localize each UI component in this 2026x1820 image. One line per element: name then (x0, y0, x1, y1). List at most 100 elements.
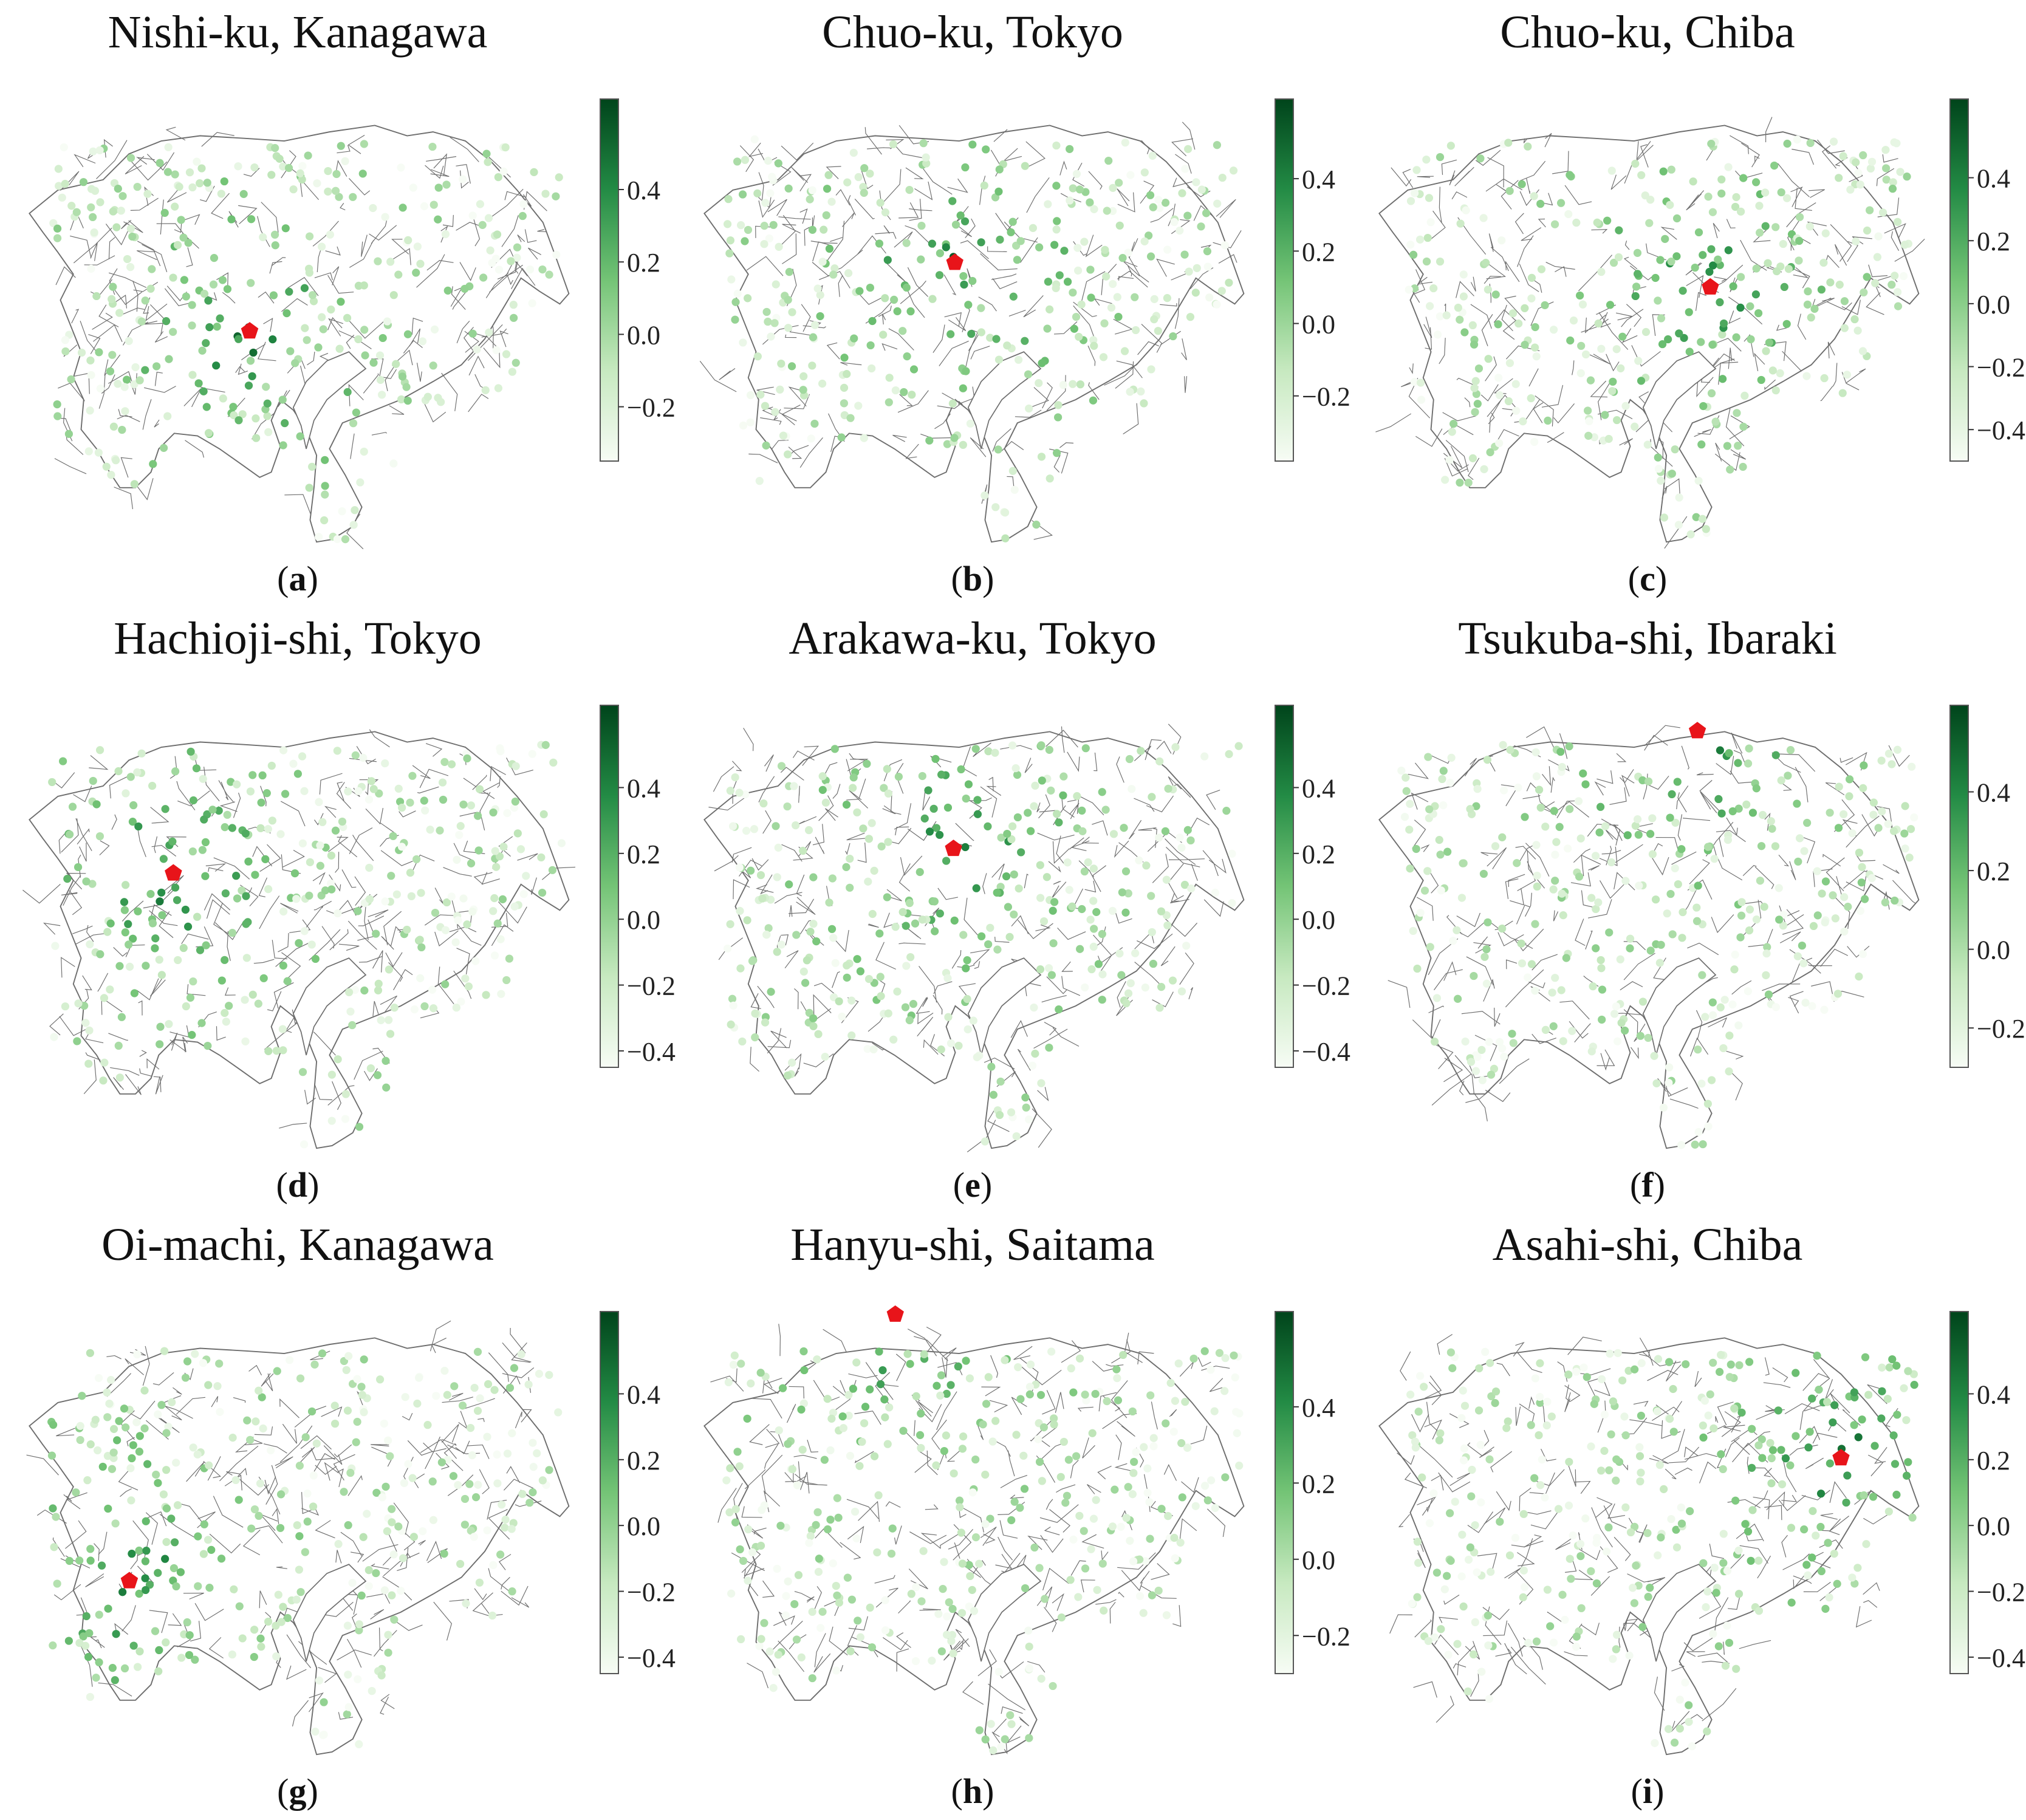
municipality-dot (1704, 1411, 1713, 1420)
municipality-dot (806, 195, 814, 204)
municipality-dot (100, 1058, 109, 1067)
target-municipality-marker (241, 322, 259, 339)
municipality-dot (1869, 1493, 1878, 1501)
municipality-dot (942, 857, 951, 865)
municipality-dot (1499, 741, 1507, 749)
municipality-dot (48, 778, 56, 787)
municipality-dot (1816, 1522, 1825, 1531)
municipality-dot (1112, 1365, 1121, 1374)
municipality-dot (905, 186, 914, 194)
municipality-dot (1135, 1555, 1144, 1564)
municipality-dot (252, 1417, 260, 1426)
municipality-dot (109, 422, 118, 431)
municipality-dot (731, 1505, 740, 1513)
municipality-dot (365, 863, 374, 872)
municipality-dot (1887, 760, 1896, 768)
municipality-dot (130, 480, 139, 488)
municipality-dot (1577, 341, 1586, 350)
municipality-dot (1809, 922, 1818, 931)
municipality-dot (1710, 1564, 1719, 1572)
municipality-dot (1550, 220, 1559, 228)
municipality-dot (804, 826, 813, 835)
municipality-dot (1592, 1579, 1601, 1588)
municipality-dot (133, 768, 142, 777)
municipality-dot (1845, 775, 1854, 784)
municipality-dot (1668, 790, 1676, 799)
municipality-dot (1487, 1070, 1496, 1079)
municipality-dot (1557, 986, 1566, 994)
municipality-dot (1472, 802, 1480, 810)
municipality-dot (1606, 1349, 1614, 1358)
municipality-dot (769, 1683, 778, 1692)
municipality-dot (104, 1504, 112, 1513)
municipality-dot (727, 1020, 735, 1029)
municipality-dot (1669, 1384, 1677, 1394)
choropleth-map (703, 724, 1245, 1152)
municipality-dot (440, 1549, 448, 1558)
municipality-dot (1812, 1531, 1820, 1540)
municipality-dot (171, 767, 180, 776)
municipality-dot (980, 491, 989, 500)
panel-label: c (1640, 559, 1655, 598)
municipality-dot (722, 1476, 731, 1485)
municipality-dot (250, 1626, 259, 1634)
municipality-dot (1045, 1043, 1053, 1052)
municipality-dot (854, 173, 863, 182)
municipality-dot (1754, 1441, 1763, 1449)
municipality-dot (250, 163, 259, 172)
municipality-dot (158, 911, 166, 920)
municipality-dot (416, 974, 425, 982)
colorbar-tick-label: 0.2 (1977, 227, 2010, 256)
municipality-dot (879, 330, 888, 339)
municipality-dot (461, 974, 470, 983)
municipality-dot (1030, 802, 1038, 810)
municipality-dot (728, 822, 738, 830)
municipality-dot (1449, 937, 1457, 945)
municipality-dot (509, 301, 518, 309)
municipality-dot (1487, 1567, 1495, 1576)
municipality-dot (925, 827, 934, 836)
municipality-dot (137, 749, 146, 758)
municipality-dot (473, 1406, 482, 1415)
municipality-dot (1862, 1540, 1870, 1548)
colorbar: −0.4−0.20.00.20.4 (1949, 1311, 2025, 1674)
municipality-dot (776, 385, 784, 394)
municipality-dot (498, 895, 507, 903)
panel-title: Oi-machi, Kanagawa (101, 1219, 494, 1270)
municipality-dot (489, 808, 498, 817)
municipality-dot (308, 462, 317, 471)
municipality-dot (1146, 191, 1155, 199)
municipality-dot (1863, 273, 1871, 281)
municipality-dot (1869, 798, 1878, 807)
colorbar-gradient (1275, 98, 1294, 462)
municipality-dot (1665, 1078, 1673, 1087)
municipality-dot (1084, 858, 1092, 867)
municipality-dot (1017, 848, 1025, 857)
municipality-dot (434, 183, 443, 192)
municipality-dot (1704, 193, 1713, 201)
municipality-dot (225, 1002, 233, 1010)
municipality-dot (1900, 829, 1909, 838)
municipality-dot (512, 358, 520, 367)
municipality-dot (1146, 1391, 1155, 1400)
municipality-dot (341, 1115, 350, 1123)
municipality-dot (344, 1671, 352, 1679)
municipality-dot (960, 217, 970, 225)
municipality-dot (366, 1064, 375, 1073)
municipality-dot (1177, 987, 1186, 996)
municipality-dot (744, 225, 753, 234)
municipality-dot (881, 1596, 889, 1604)
municipality-dot (1752, 178, 1761, 186)
municipality-dot (384, 1648, 392, 1657)
municipality-dot (1485, 1455, 1494, 1463)
municipality-dot (1463, 1687, 1473, 1695)
municipality-dot (168, 1398, 176, 1406)
municipality-dot (975, 1559, 984, 1568)
municipality-dot (772, 822, 780, 830)
municipality-dot (1643, 1529, 1652, 1538)
municipality-dot (181, 1374, 190, 1382)
municipality-dot (875, 239, 884, 248)
municipality-dot (1777, 776, 1785, 785)
municipality-dot (1894, 302, 1903, 310)
municipality-dot (1840, 324, 1849, 332)
